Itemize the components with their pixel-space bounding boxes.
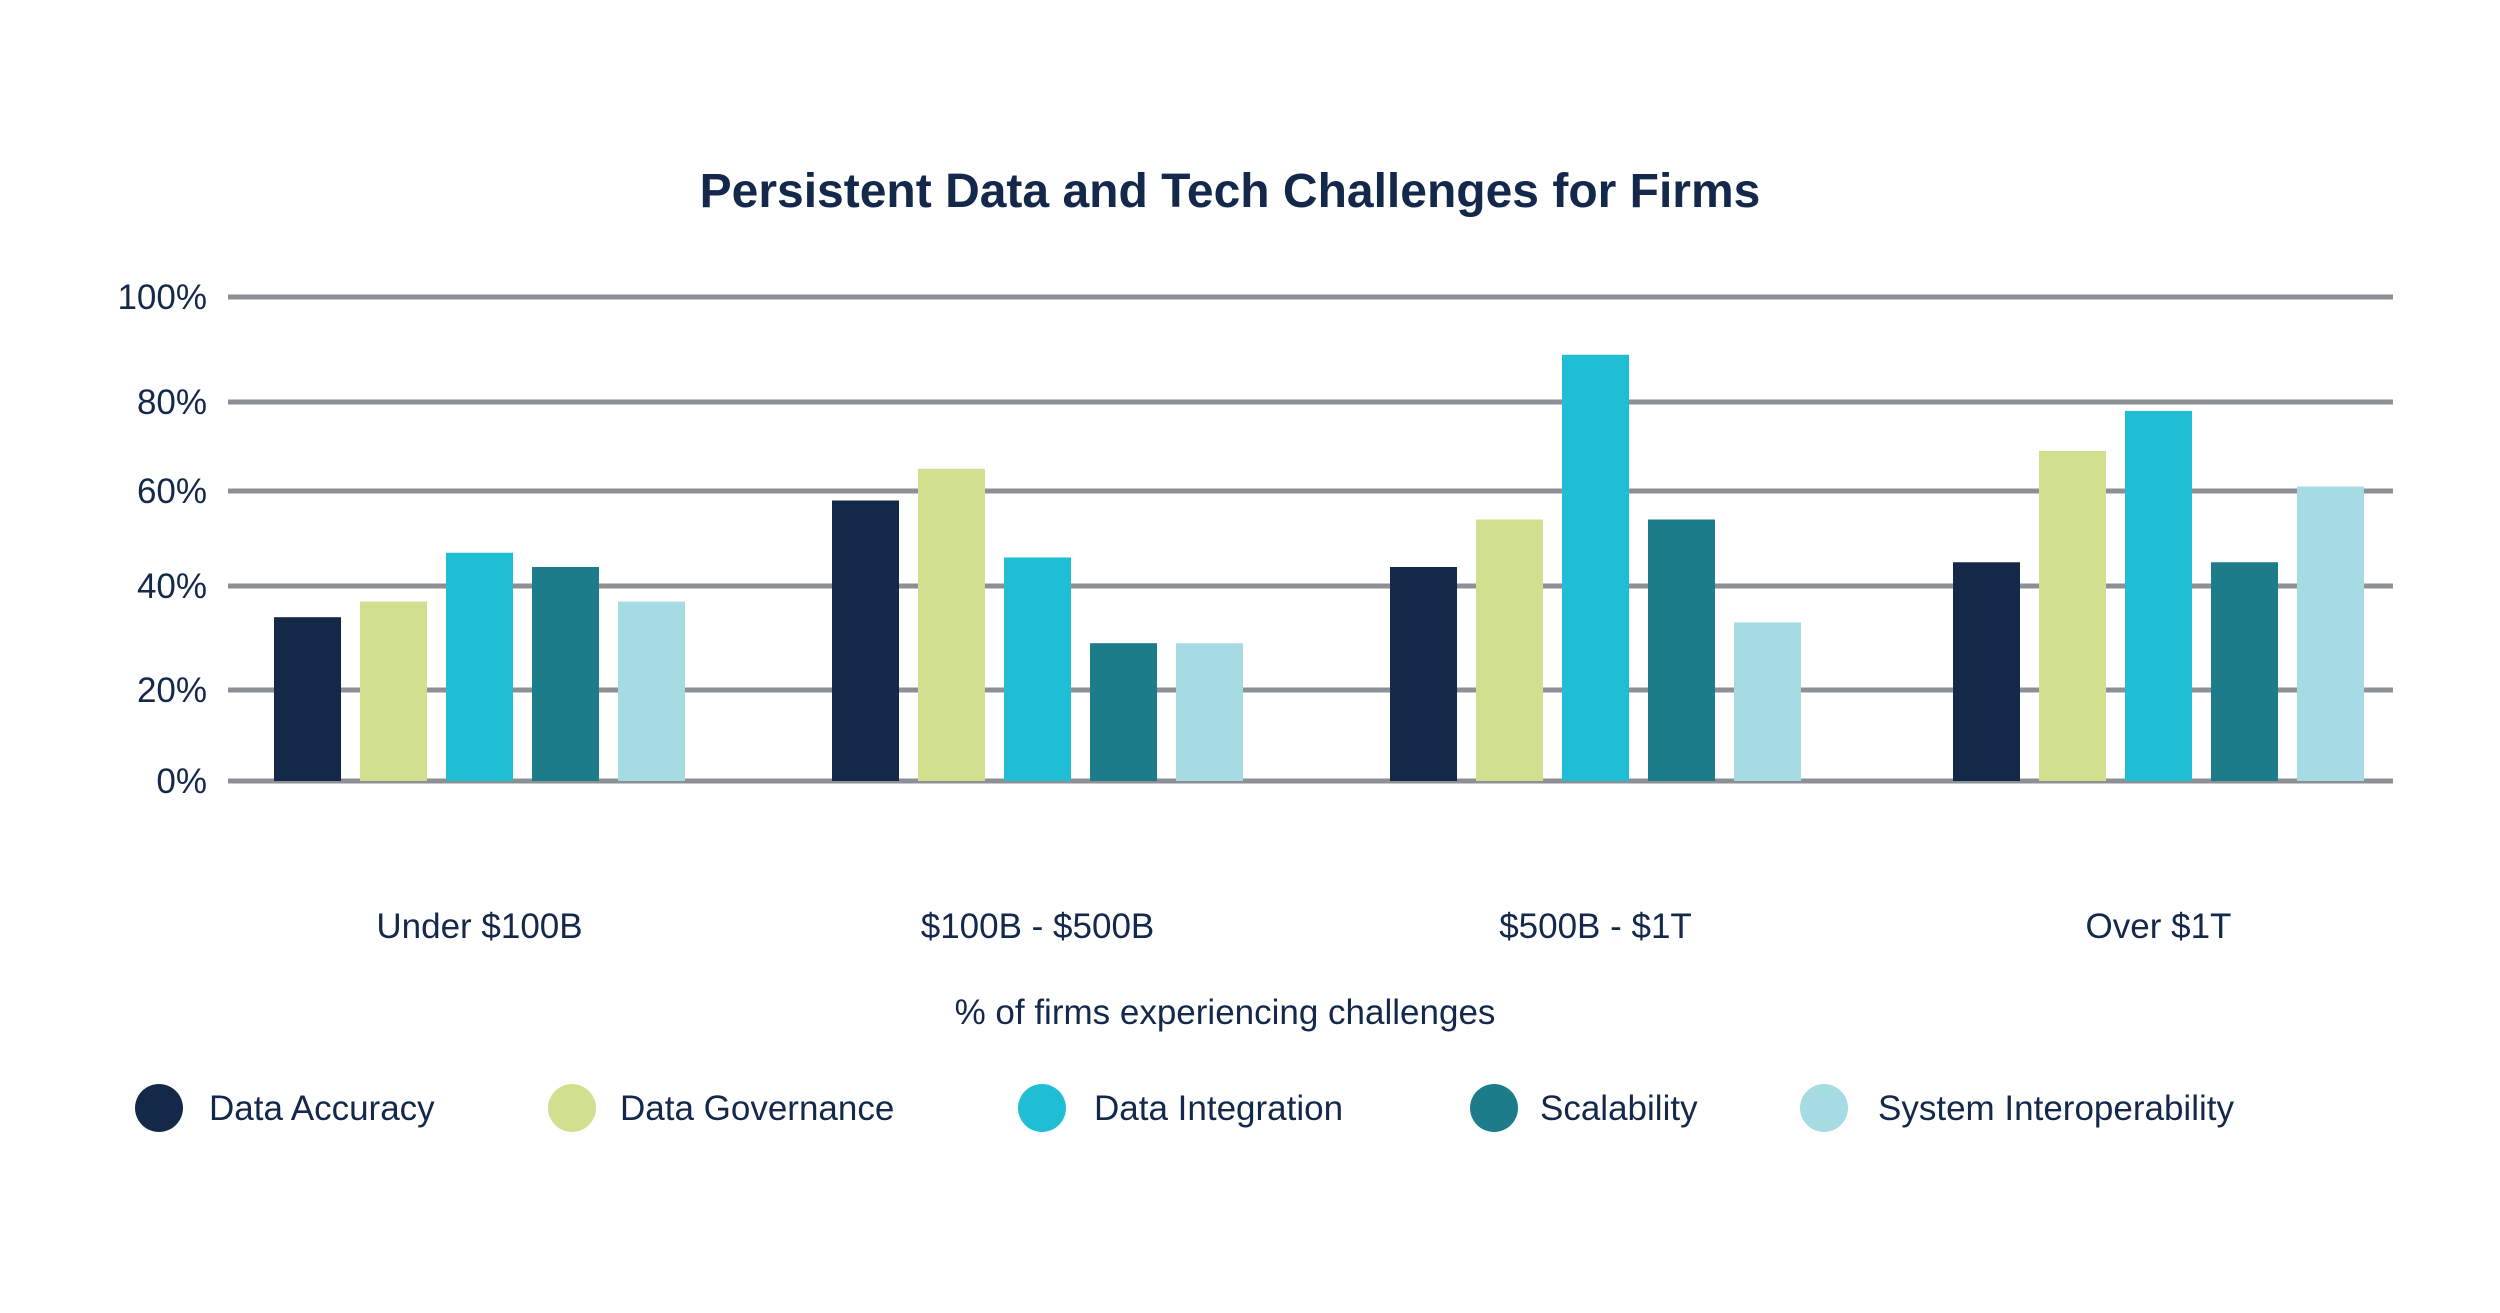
bar-data-governance bbox=[1476, 519, 1543, 781]
bar-data-integration bbox=[2125, 410, 2192, 781]
legend-swatch-icon bbox=[548, 1084, 596, 1132]
y-tick-label: 100% bbox=[117, 278, 207, 317]
bar-data-accuracy bbox=[1953, 562, 2020, 781]
legend-swatch-icon bbox=[1800, 1084, 1848, 1132]
x-axis-ticks: Under $100B $100B - $500B $500B - $1T Over … bbox=[376, 907, 2231, 946]
x-tick-label: $100B - $500B bbox=[921, 907, 1155, 946]
y-axis-ticks: 0% 20% 40% 60% 80% 100% bbox=[117, 278, 207, 801]
legend-label: Data Governance bbox=[620, 1089, 894, 1128]
legend: Data Accuracy Data Governance Data Integra… bbox=[135, 1084, 2234, 1132]
bar-system-interoperability bbox=[1734, 622, 1801, 781]
bar-scalability bbox=[1648, 519, 1715, 781]
chart-title: Persistent Data and Tech Challenges for … bbox=[700, 165, 1761, 218]
legend-label: Data Integration bbox=[1094, 1089, 1343, 1128]
bar-data-accuracy bbox=[1390, 567, 1457, 781]
bar-scalability bbox=[2211, 562, 2278, 781]
legend-item: Data Integration bbox=[1018, 1084, 1343, 1132]
x-tick-label: Under $100B bbox=[376, 907, 582, 946]
y-tick-label: 0% bbox=[156, 762, 207, 801]
bars bbox=[274, 354, 2364, 781]
legend-label: Scalability bbox=[1540, 1089, 1698, 1128]
legend-swatch-icon bbox=[135, 1084, 183, 1132]
bar-scalability bbox=[532, 567, 599, 781]
legend-item: System Interoperability bbox=[1800, 1084, 2234, 1132]
x-axis-label: % of firms experiencing challenges bbox=[955, 993, 1496, 1032]
y-tick-label: 40% bbox=[137, 567, 207, 606]
legend-label: System Interoperability bbox=[1878, 1089, 2234, 1128]
bar-system-interoperability bbox=[1176, 643, 1243, 781]
bar-system-interoperability bbox=[618, 601, 685, 781]
bar-data-integration bbox=[446, 552, 513, 781]
bar-scalability bbox=[1090, 643, 1157, 781]
bar-data-accuracy bbox=[832, 500, 899, 781]
bar-data-accuracy bbox=[274, 617, 341, 781]
bar-data-governance bbox=[360, 601, 427, 781]
legend-item: Scalability bbox=[1470, 1084, 1698, 1132]
bar-system-interoperability bbox=[2297, 486, 2364, 781]
legend-swatch-icon bbox=[1018, 1084, 1066, 1132]
legend-item: Data Governance bbox=[548, 1084, 894, 1132]
bar-data-integration bbox=[1004, 557, 1071, 781]
legend-label: Data Accuracy bbox=[209, 1089, 435, 1128]
bar-data-governance bbox=[918, 468, 985, 781]
y-tick-label: 20% bbox=[137, 671, 207, 710]
y-tick-label: 80% bbox=[137, 383, 207, 422]
x-tick-label: Over $1T bbox=[2086, 907, 2232, 946]
bar-data-governance bbox=[2039, 450, 2106, 781]
legend-item: Data Accuracy bbox=[135, 1084, 435, 1132]
x-tick-label: $500B - $1T bbox=[1499, 907, 1692, 946]
bar-data-integration bbox=[1562, 354, 1629, 781]
legend-swatch-icon bbox=[1470, 1084, 1518, 1132]
y-tick-label: 60% bbox=[137, 472, 207, 511]
